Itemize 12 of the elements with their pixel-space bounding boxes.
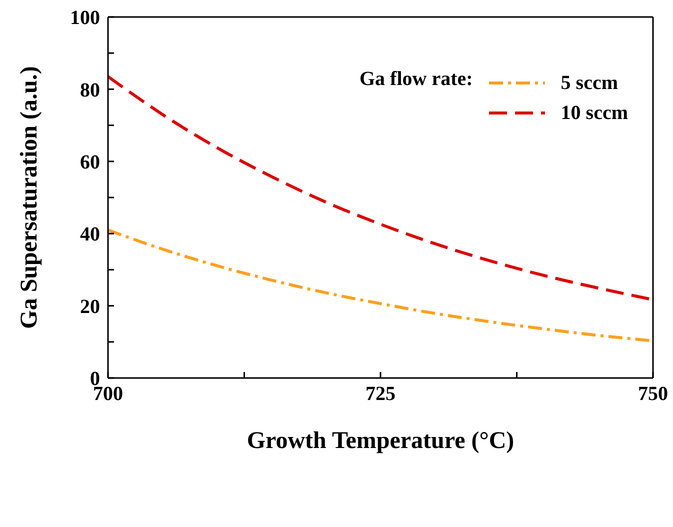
y-tick-label: 80: [80, 79, 100, 102]
y-tick-label: 60: [80, 152, 100, 174]
y-axis-title: Ga Supersaturation (a.u.): [16, 66, 43, 329]
y-tick-label: 20: [80, 296, 100, 318]
legend-label: 5 sccm: [560, 72, 618, 94]
x-axis-title: Growth Temperature (°C): [246, 428, 514, 454]
y-tick-label: 40: [80, 224, 100, 246]
y-tick-label: 100: [70, 7, 100, 30]
x-tick-label: 750: [638, 383, 668, 406]
legend-title: Ga flow rate:: [360, 68, 473, 92]
legend-label: 10 sccm: [560, 102, 628, 124]
x-tick-label: 725: [366, 383, 396, 406]
